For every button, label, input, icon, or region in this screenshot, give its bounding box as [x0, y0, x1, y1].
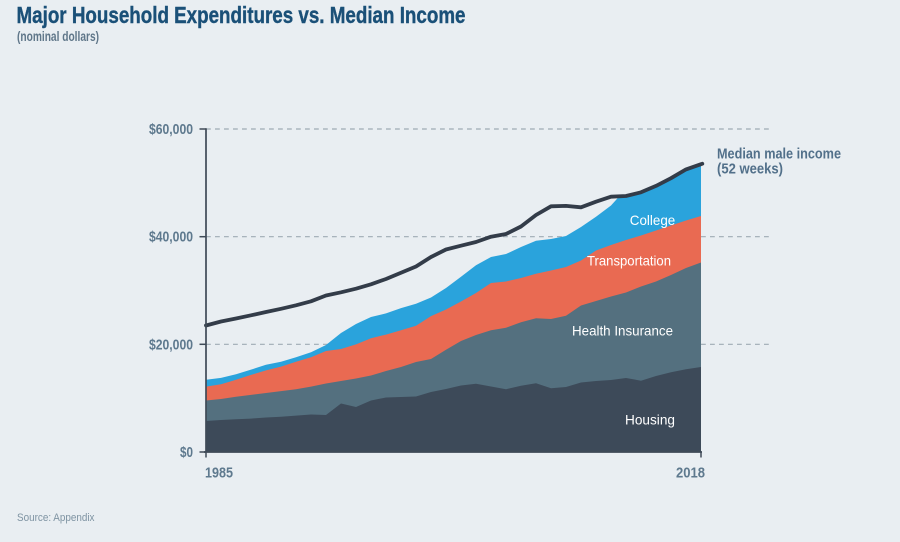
- svg-text:$20,000: $20,000: [149, 336, 193, 353]
- svg-text:Major Household Expenditures v: Major Household Expenditures vs. Median …: [17, 2, 466, 28]
- svg-text:Source: Appendix: Source: Appendix: [17, 512, 95, 524]
- svg-text:Health Insurance: Health Insurance: [572, 323, 673, 339]
- svg-text:(nominal dollars): (nominal dollars): [17, 28, 99, 44]
- svg-text:Housing: Housing: [625, 412, 675, 428]
- svg-text:$60,000: $60,000: [149, 121, 193, 138]
- svg-text:(52 weeks): (52 weeks): [717, 161, 783, 178]
- svg-text:Median male income: Median male income: [717, 146, 841, 163]
- svg-text:Transportation: Transportation: [587, 253, 671, 269]
- svg-text:College: College: [630, 212, 676, 228]
- svg-text:2018: 2018: [676, 465, 705, 482]
- svg-text:$40,000: $40,000: [149, 229, 193, 246]
- svg-text:1985: 1985: [205, 465, 233, 482]
- svg-text:$0: $0: [180, 444, 193, 461]
